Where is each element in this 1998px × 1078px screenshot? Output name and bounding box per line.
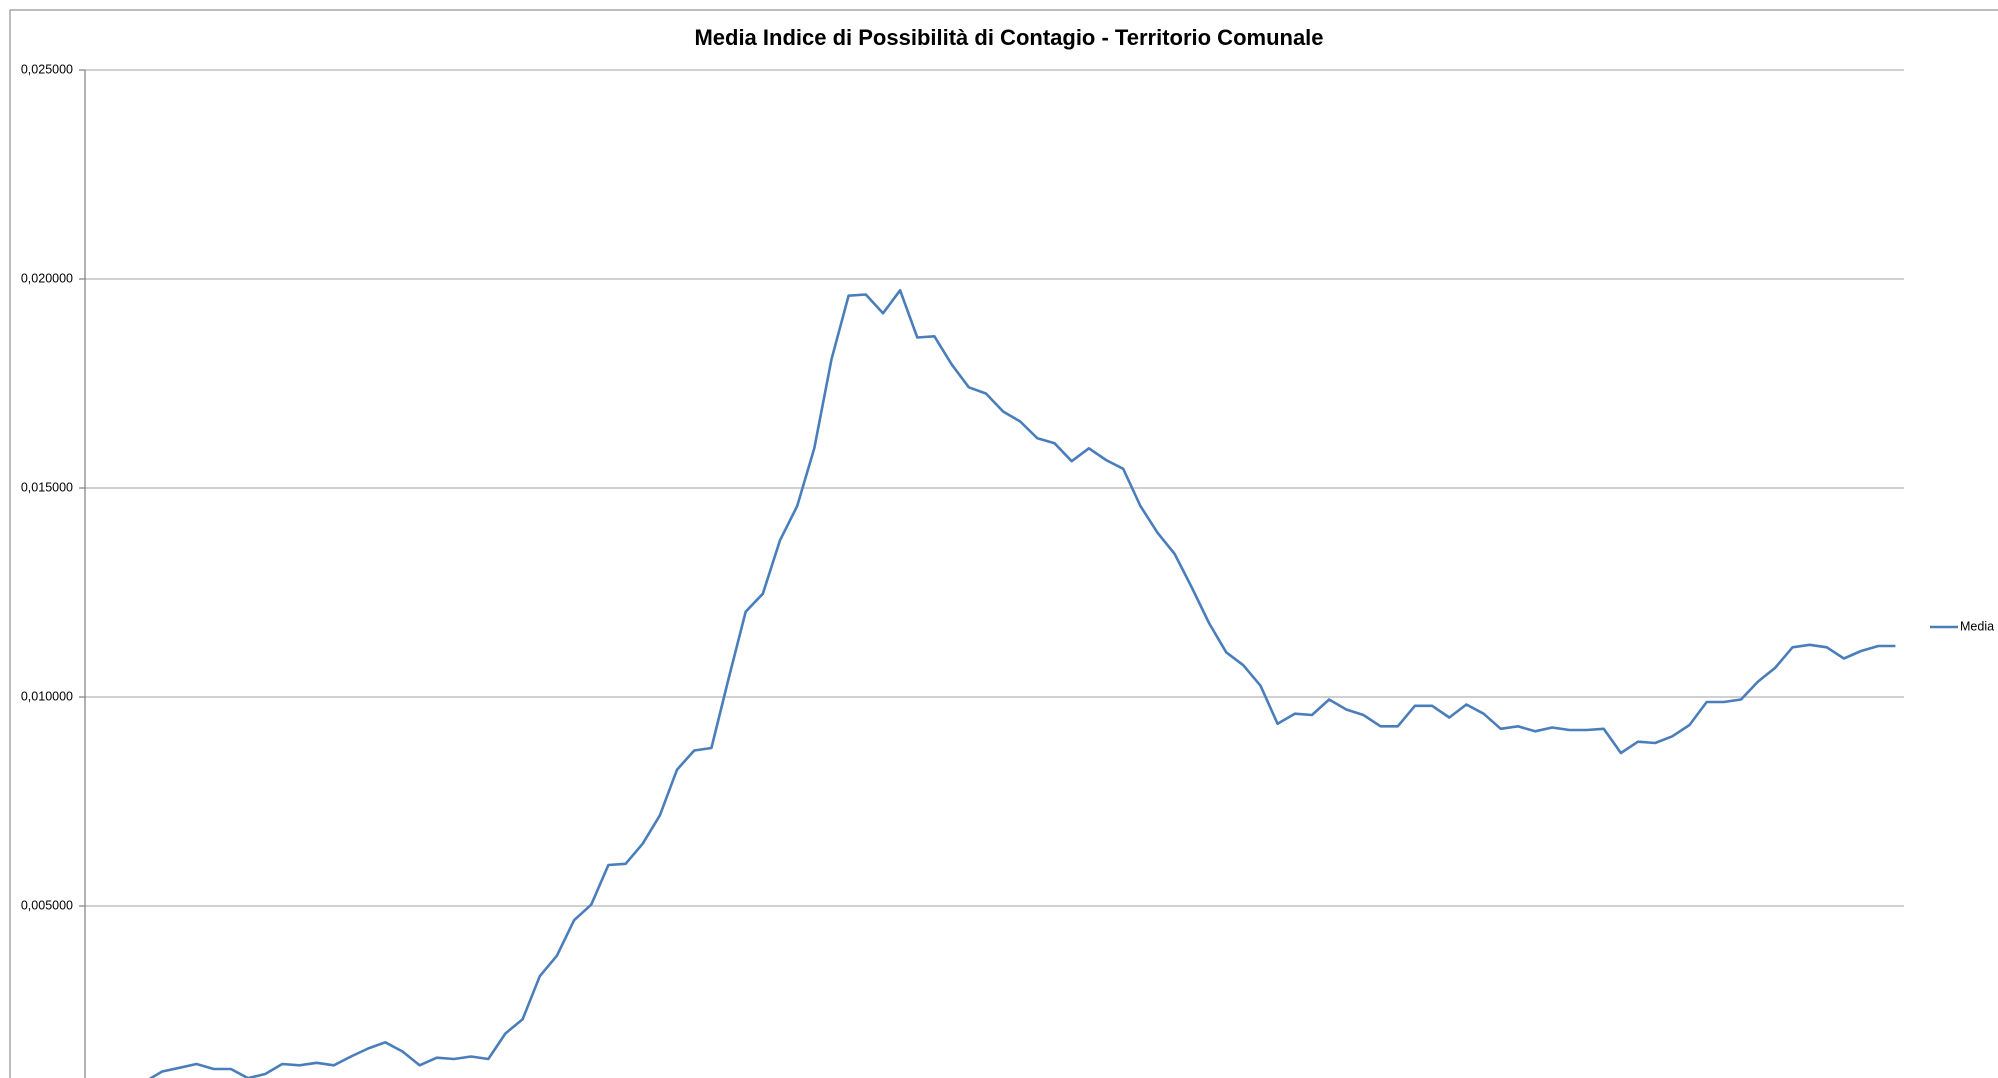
legend-label: Media <box>1960 619 1994 633</box>
chart-title: Media Indice di Possibilità di Contagio … <box>694 25 1323 50</box>
chart-border <box>9 9 1998 1078</box>
y-tick-label: 0,010000 <box>21 689 73 703</box>
y-tick-label: 0,020000 <box>21 271 73 285</box>
y-tick-label: 0,005000 <box>21 898 73 912</box>
series-line <box>148 288 1896 1078</box>
y-tick-label: 0,015000 <box>21 480 73 494</box>
y-tick-label: 0,025000 <box>21 62 73 76</box>
